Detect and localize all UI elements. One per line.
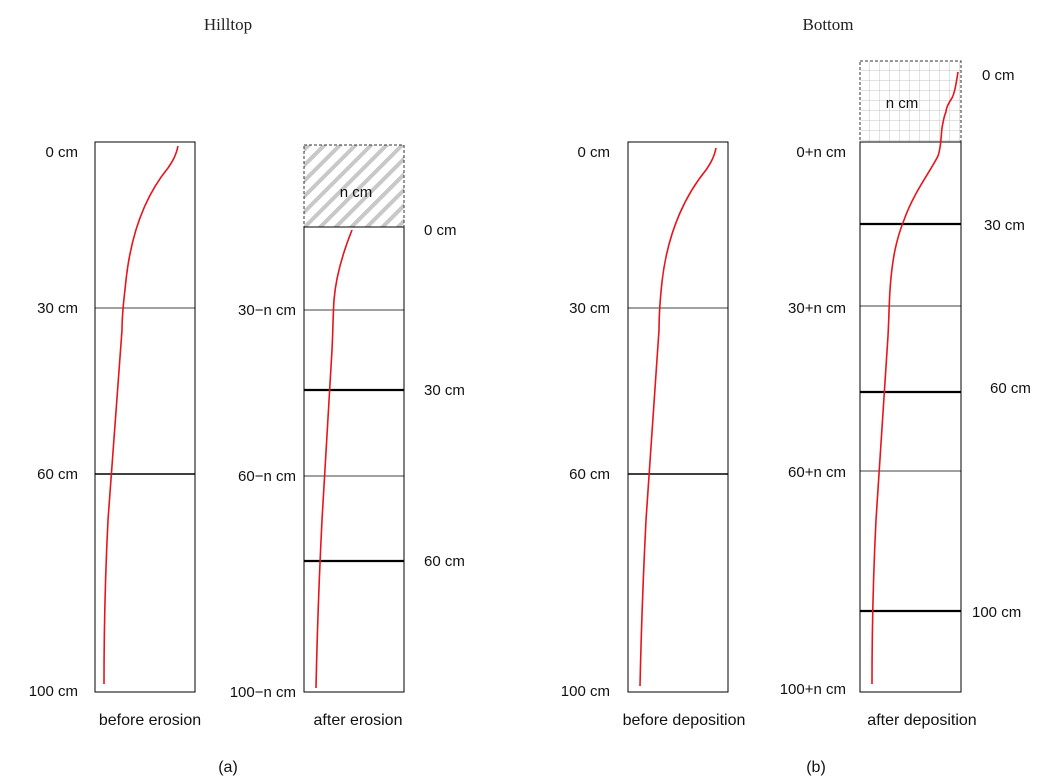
after-erosion-depth-60-new: 60 cm [424, 553, 465, 570]
after-erosion-profile-curve [315, 229, 353, 689]
before-deposition-depth-0: 0 cm [577, 144, 610, 161]
added-layer-label: n cm [886, 95, 919, 112]
before-erosion-depth-0: 0 cm [45, 144, 78, 161]
after-deposition-depth-60-plus-n: 60+n cm [788, 464, 846, 481]
bottom-header: Bottom [802, 15, 853, 34]
before-deposition-depth-100: 100 cm [561, 683, 610, 700]
before-erosion-depth-100: 100 cm [29, 683, 78, 700]
before-erosion-profile-box [94, 141, 196, 693]
before-erosion-depth-30: 30 cm [37, 300, 78, 317]
after-erosion-depth-30-minus-n: 30−n cm [238, 302, 296, 319]
caption-b: (b) [806, 759, 826, 776]
before-deposition-column: 0 cm 30 cm 60 cm 100 cm before depositio… [561, 141, 746, 729]
after-deposition-depth-30-new: 30 cm [984, 217, 1025, 234]
removed-layer-hatch [304, 145, 404, 227]
after-deposition-depth-0-plus-n: 0+n cm [796, 144, 846, 161]
after-deposition-depth-100-plus-n: 100+n cm [780, 681, 846, 698]
after-deposition-column: n cm 0+n cm 30+n cm 60+n cm 100+n cm 0 c… [780, 60, 1031, 729]
after-deposition-profile-curve [871, 71, 959, 685]
before-erosion-label: before erosion [99, 712, 201, 729]
after-deposition-depth-0-new: 0 cm [982, 67, 1015, 84]
hilltop-header: Hilltop [204, 15, 252, 34]
after-deposition-depth-30-plus-n: 30+n cm [788, 300, 846, 317]
after-deposition-profile-box [859, 141, 962, 693]
after-erosion-depth-30-new: 30 cm [424, 382, 465, 399]
after-erosion-label: after erosion [314, 712, 403, 729]
added-layer-grid [860, 61, 961, 142]
after-erosion-depth-100-minus-n: 100−n cm [230, 684, 296, 701]
after-deposition-label: after deposition [867, 712, 976, 729]
after-erosion-depth-0-new: 0 cm [424, 222, 457, 239]
caption-a: (a) [218, 759, 238, 776]
before-deposition-label: before deposition [623, 712, 746, 729]
before-deposition-profile-curve [639, 147, 717, 687]
before-erosion-depth-60: 60 cm [37, 466, 78, 483]
removed-layer-label: n cm [340, 184, 373, 201]
after-erosion-profile-box [303, 226, 405, 693]
before-deposition-profile-box [627, 141, 729, 693]
after-deposition-depth-60-new: 60 cm [990, 380, 1031, 397]
before-deposition-depth-60: 60 cm [569, 466, 610, 483]
after-erosion-column: n cm 30−n cm 60−n cm 100−n cm 0 cm 30 cm… [230, 144, 465, 729]
before-erosion-column: 0 cm 30 cm 60 cm 100 cm before erosion [29, 141, 201, 729]
after-erosion-depth-60-minus-n: 60−n cm [238, 468, 296, 485]
after-deposition-depth-100-new: 100 cm [972, 604, 1021, 621]
before-deposition-depth-30: 30 cm [569, 300, 610, 317]
before-erosion-profile-curve [103, 145, 179, 685]
